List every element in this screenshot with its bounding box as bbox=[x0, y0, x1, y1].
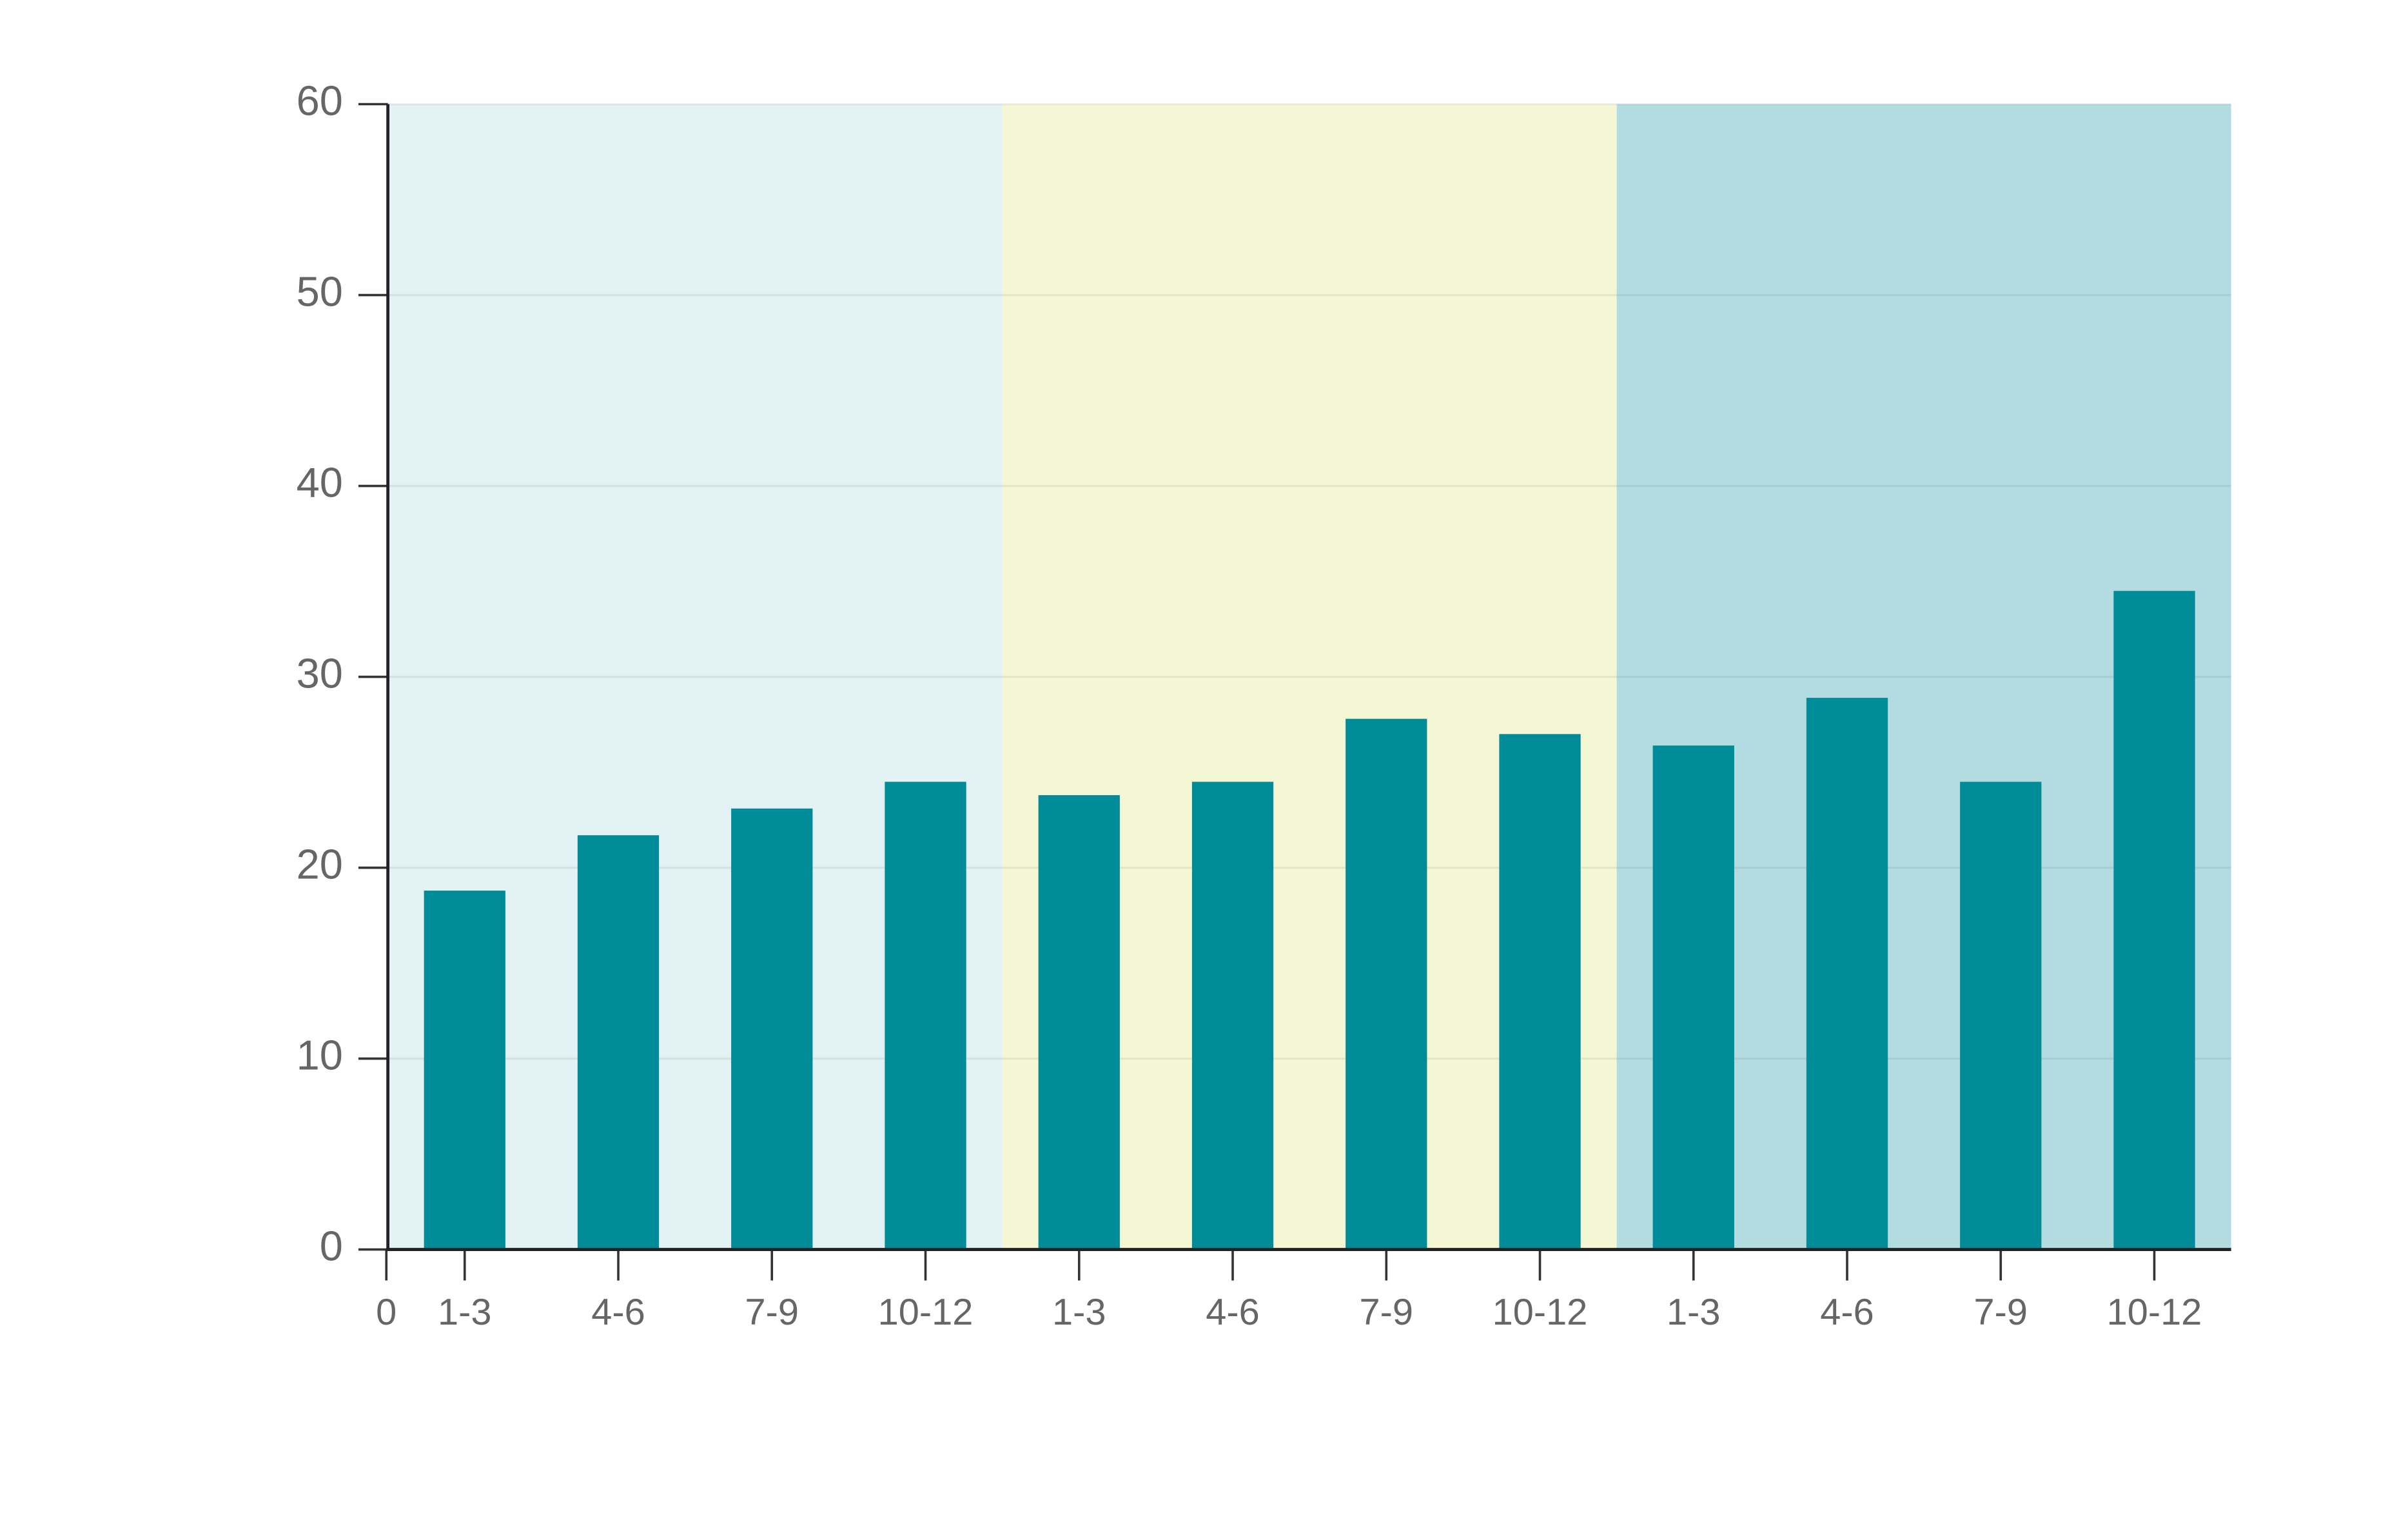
x-tick-label: 1-3 bbox=[1052, 1292, 1106, 1333]
x-tick-label: 7-9 bbox=[1974, 1292, 2028, 1333]
bar bbox=[1960, 782, 2042, 1250]
x-tick-label: 10-12 bbox=[1493, 1292, 1588, 1333]
y-tick-label: 20 bbox=[297, 841, 343, 888]
x-tick-label: 10-12 bbox=[2107, 1292, 2202, 1333]
x-tick-label: 4-6 bbox=[1820, 1292, 1874, 1333]
bar bbox=[424, 891, 505, 1250]
bar bbox=[577, 835, 660, 1250]
x-tick-label: 1-3 bbox=[438, 1292, 491, 1333]
bar bbox=[1499, 734, 1581, 1250]
x-tick-label: 1-3 bbox=[1667, 1292, 1720, 1333]
bar bbox=[1346, 718, 1427, 1250]
bar bbox=[1806, 698, 1888, 1250]
x-tick-label: 7-9 bbox=[745, 1292, 799, 1333]
x-origin-tick-label: 0 bbox=[376, 1292, 396, 1333]
y-tick-label: 50 bbox=[297, 268, 343, 315]
y-tick-label: 0 bbox=[320, 1223, 343, 1270]
x-tick-label: 10-12 bbox=[878, 1292, 974, 1333]
y-tick-label: 10 bbox=[297, 1032, 343, 1079]
y-tick-label: 60 bbox=[297, 77, 343, 124]
x-tick-label: 4-6 bbox=[591, 1292, 645, 1333]
bar bbox=[1652, 745, 1734, 1250]
bar bbox=[1191, 782, 1274, 1250]
bar bbox=[1038, 795, 1120, 1250]
y-tick-label: 40 bbox=[297, 459, 343, 506]
x-tick-label: 4-6 bbox=[1206, 1292, 1259, 1333]
bar bbox=[731, 808, 813, 1250]
bar bbox=[2113, 591, 2195, 1250]
y-tick-label: 30 bbox=[297, 650, 343, 697]
x-tick-label: 7-9 bbox=[1360, 1292, 1413, 1333]
bar bbox=[885, 782, 966, 1250]
